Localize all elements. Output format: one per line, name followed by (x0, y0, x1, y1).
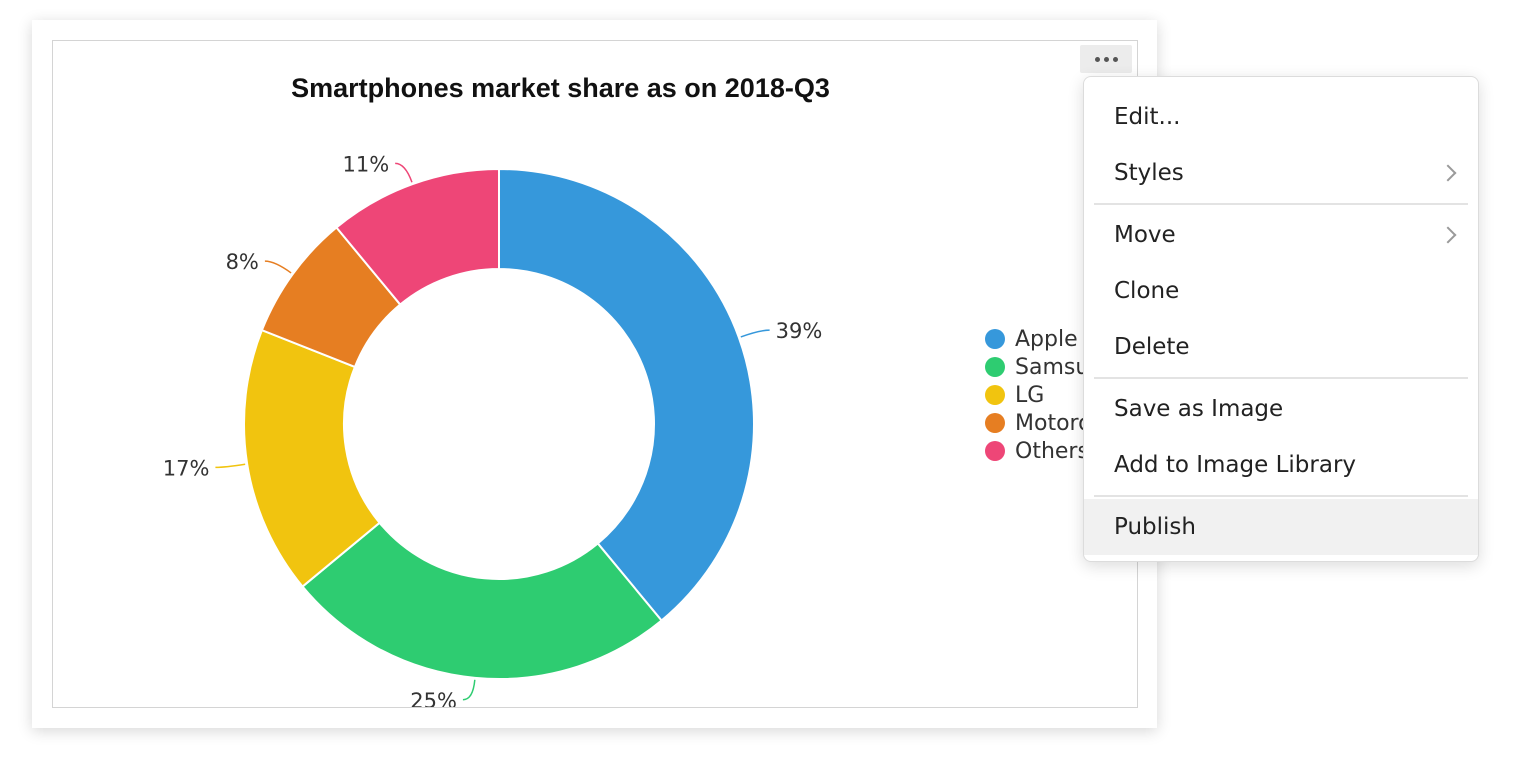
data-label: 11% (342, 152, 389, 176)
menu-divider (1094, 203, 1468, 205)
donut-slice-samsung[interactable] (301, 521, 663, 680)
data-label: 17% (163, 456, 210, 480)
menu-item-clone[interactable]: Clone (1084, 263, 1478, 319)
legend-label: Others (1015, 438, 1089, 464)
menu-item-label: Delete (1114, 334, 1190, 360)
donut-chart: 39% 25% 17% 8% 11% (163, 152, 823, 707)
legend-swatch (985, 413, 1005, 433)
menu-item-label: Clone (1114, 278, 1180, 304)
menu-item-styles[interactable]: Styles (1084, 145, 1478, 201)
data-label-connector (215, 463, 246, 469)
legend-item[interactable]: Others (985, 437, 1103, 465)
more-horizontal-icon-dot (1103, 56, 1109, 62)
data-label-connector (462, 679, 476, 701)
menu-item-label: Save as Image (1114, 396, 1284, 422)
chevron-right-icon (1439, 164, 1457, 182)
menu-item-publish[interactable]: Publish (1084, 499, 1478, 555)
menu-item-label: Move (1114, 222, 1176, 248)
menu-item-move[interactable]: Move (1084, 207, 1478, 263)
menu-item-delete[interactable]: Delete (1084, 319, 1478, 375)
menu-divider (1094, 377, 1468, 379)
donut-slice-others[interactable] (335, 167, 500, 306)
data-label: 25% (410, 689, 457, 707)
legend-swatch (985, 329, 1005, 349)
legend-label: LG (1015, 382, 1045, 408)
menu-item-label: Styles (1114, 160, 1184, 186)
menu-item-add-to-image-library[interactable]: Add to Image Library (1084, 437, 1478, 493)
menu-item-label: Add to Image Library (1114, 452, 1357, 478)
legend-label: Apple (1015, 326, 1078, 352)
data-label: 39% (776, 319, 823, 343)
legend-swatch (985, 357, 1005, 377)
legend-swatch (985, 441, 1005, 461)
data-label: 8% (226, 250, 259, 274)
chart-card: Smartphones market share as on 2018-Q3 3… (32, 20, 1157, 728)
menu-divider (1094, 495, 1468, 497)
data-label-connector (740, 329, 770, 338)
menu-item-label: Publish (1114, 514, 1196, 540)
more-horizontal-icon (1094, 56, 1100, 62)
legend-item[interactable]: Apple (985, 325, 1103, 353)
data-label-connector (395, 162, 413, 183)
context-menu: Edit... Styles Move Clone Delete Save as… (1083, 76, 1479, 562)
chart-title: Smartphones market share as on 2018-Q3 (291, 73, 830, 103)
menu-item-label: Edit... (1114, 104, 1181, 130)
data-label-connector (264, 260, 292, 274)
chart-frame: Smartphones market share as on 2018-Q3 3… (52, 40, 1138, 708)
donut-slice-lg[interactable] (243, 328, 381, 588)
more-options-button[interactable] (1080, 45, 1132, 73)
more-horizontal-icon-dot (1112, 56, 1118, 62)
legend-swatch (985, 385, 1005, 405)
chevron-right-icon (1439, 226, 1457, 244)
legend-item[interactable]: LG (985, 381, 1103, 409)
menu-item-edit[interactable]: Edit... (1084, 89, 1478, 145)
menu-item-save-as-image[interactable]: Save as Image (1084, 381, 1478, 437)
donut-slice-apple[interactable] (498, 167, 755, 622)
